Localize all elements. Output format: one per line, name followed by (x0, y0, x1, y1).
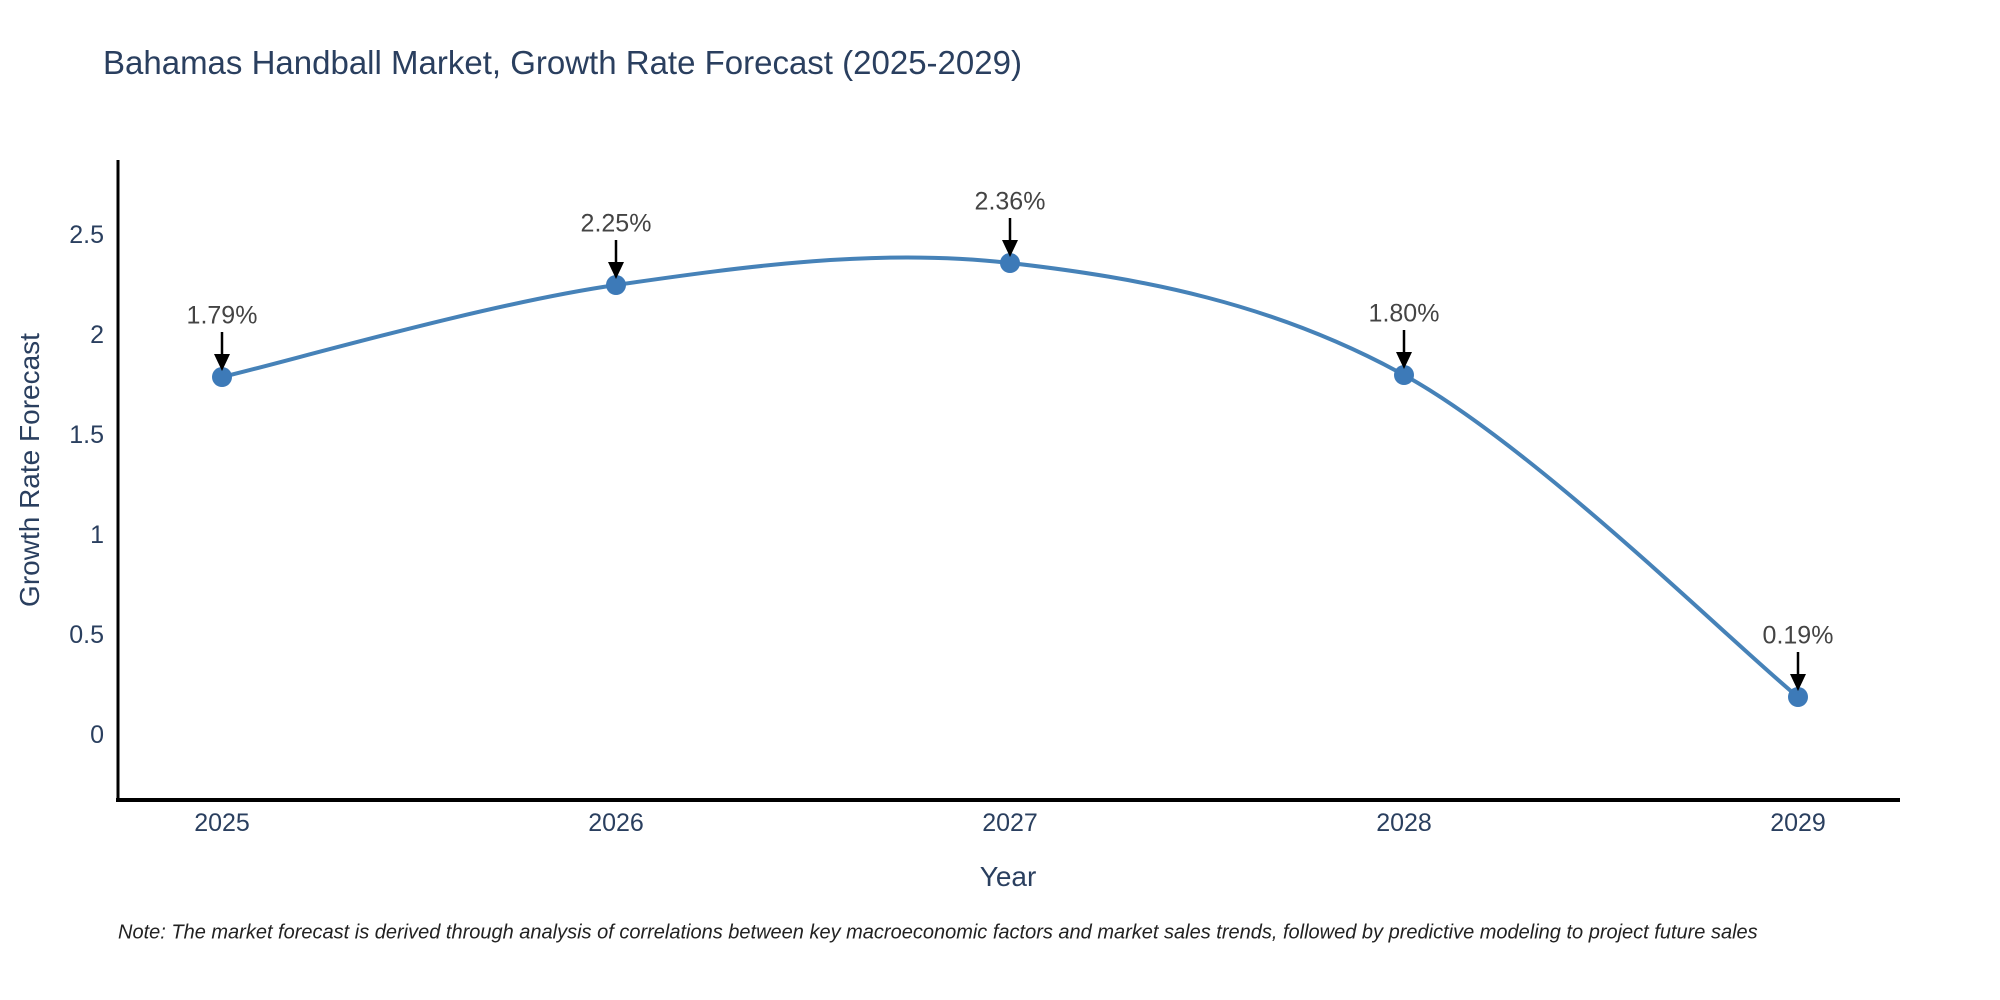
data-point-marker (212, 367, 232, 387)
data-point-marker (1788, 687, 1808, 707)
point-annotation-label: 1.79% (186, 301, 258, 330)
y-tick-label: 2.5 (69, 221, 104, 249)
x-tick-label: 2029 (1770, 809, 1826, 837)
annotation-arrow-icon (1790, 674, 1806, 691)
y-tick-label: 0.5 (69, 621, 104, 649)
x-axis-title: Year (979, 861, 1037, 892)
data-point-marker (1394, 365, 1414, 385)
x-tick-label: 2028 (1376, 809, 1432, 837)
point-annotation-label: 1.80% (1368, 299, 1440, 328)
line-series (220, 255, 1800, 699)
y-tick-label: 0 (90, 721, 104, 749)
chart-title: Bahamas Handball Market, Growth Rate For… (103, 44, 1022, 81)
x-tick-label: 2026 (588, 809, 644, 837)
point-annotation-label: 2.36% (974, 187, 1046, 216)
y-tick-label: 2 (90, 321, 104, 349)
annotation-arrow-icon (214, 354, 230, 371)
y-axis-title: Growth Rate Forecast (14, 333, 45, 607)
y-tick-label: 1.5 (69, 421, 104, 449)
point-annotation-label: 2.25% (580, 209, 652, 238)
data-point-marker (1000, 253, 1020, 273)
annotation-arrow-icon (1002, 240, 1018, 257)
annotation-arrow-icon (608, 262, 624, 279)
x-tick-label: 2027 (982, 809, 1038, 837)
data-point-marker (606, 275, 626, 295)
y-tick-label: 1 (90, 521, 104, 549)
footnote: Note: The market forecast is derived thr… (118, 921, 1758, 944)
point-annotation-label: 0.19% (1762, 621, 1834, 650)
x-tick-label: 2025 (194, 809, 250, 837)
annotation-arrow-icon (1396, 352, 1412, 369)
